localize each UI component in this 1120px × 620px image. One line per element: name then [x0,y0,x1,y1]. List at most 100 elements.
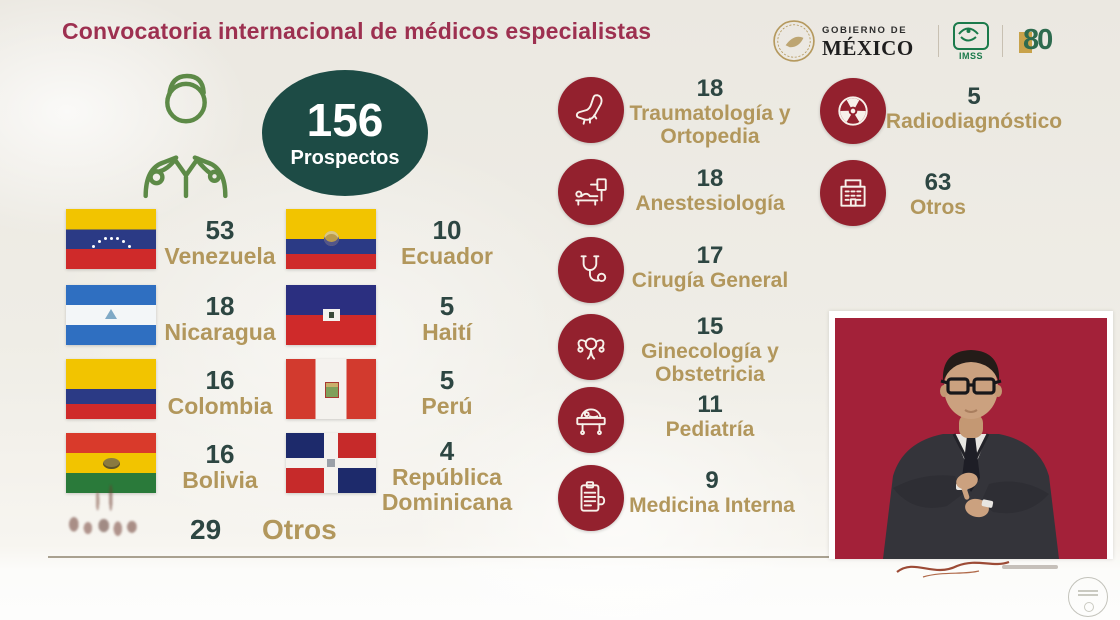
peru-coat-of-arms [325,382,339,398]
haiti-emblem [323,309,340,321]
specialty-name: Ginecología y Obstetricia [641,340,779,387]
nicaragua-emblem [105,309,117,319]
imss-label: IMSS [958,51,983,61]
specialty-name: Medicina Interna [629,494,795,518]
country-name: Colombia [167,393,273,420]
country-stat-bolivia: 16 Bolivia [158,440,282,493]
specialty-name: Traumatología y Ortopedia [629,102,791,149]
country-stat-haiti: 5 Haití [380,292,514,345]
country-count: 18 [205,291,235,321]
stethoscope-icon [580,255,607,283]
country-stat-venezuela: 53 Venezuela [158,216,282,269]
imss-logo: IMSS [948,22,994,61]
peru-flag [286,359,376,419]
page-title: Convocatoria internacional de médicos es… [62,18,652,44]
header-divider [938,25,939,57]
specialty-name: Otros [909,196,966,220]
specialty-stat-traumatology: 18 Traumatología y Ortopedia [622,75,798,149]
hospital-icon [840,179,866,207]
country-count: 4 [439,436,455,466]
country-stat-dominican-republic: 4 República Dominicana [372,437,522,515]
country-count: 16 [205,439,235,469]
sign-language-interpreter [883,350,1059,559]
other-specialties-icon [820,160,886,226]
specialty-count: 9 [705,467,719,494]
prospects-count: 156 [306,93,384,146]
internal-medicine-icon [558,465,624,531]
anniversary-number: 80 [1023,24,1053,56]
signature-flourish [893,556,1013,587]
specialty-stat-anesthesiology: 18 Anestesiología [622,165,798,216]
country-name: Haití [422,319,472,346]
specialty-count: 63 [924,169,952,196]
specialty-name: Radiodiagnóstico [885,110,1063,134]
specialty-count: 18 [696,75,724,102]
gobierno-de-label: GOBIERNO DE [822,25,908,36]
country-stat-ecuador: 10 Ecuador [380,216,514,269]
colombia-flag [66,359,156,419]
specialty-stat-pediatrics: 11 Pediatría [622,391,798,442]
country-stat-peru: 5 Perú [380,366,514,419]
country-count: 5 [439,365,455,395]
mexico-seal-icon [772,19,816,63]
radiodiagnosis-icon [820,78,886,144]
specialty-count: 18 [696,165,724,192]
prospects-label: Prospectos [290,146,400,169]
foot-bones-icon [575,94,603,125]
general-surgery-icon [558,237,624,303]
specialty-count: 17 [696,242,724,269]
uterus-icon [577,337,605,360]
divider-line [48,556,1082,558]
dominican-republic-flag [286,433,376,493]
specialty-stat-others: 63 Otros [848,169,1028,220]
tiny-caption [1002,565,1058,569]
mexico-label: MÉXICO [822,35,914,60]
specialty-stat-internal-medicine: 9 Medicina Interna [622,467,802,518]
traumatology-icon [558,77,624,143]
specialty-count: 11 [697,391,723,418]
venezuela-flag [66,209,156,269]
dominican-coat-of-arms [327,459,335,467]
specialty-count: 15 [696,313,724,340]
country-name: Perú [421,393,473,420]
country-stat-nicaragua: 18 Nicaragua [158,292,282,345]
header-divider [1002,25,1003,57]
doctor-icon [126,66,244,209]
interpreter-video-frame [835,318,1107,559]
country-name: Nicaragua [164,319,276,346]
country-count: 16 [205,365,235,395]
pediatrics-icon [558,387,624,453]
radiation-icon [838,96,868,126]
gold-ribbon [1019,32,1032,53]
other-countries-label: Otros [262,514,337,545]
gobierno-de-mexico-logo: GOBIERNO DE MÉXICO [822,26,914,59]
ecuador-coat-of-arms [324,231,339,246]
specialty-stat-general-surgery: 17 Cirugía General [622,242,798,293]
country-count: 53 [205,215,235,245]
faded-watermark-image [58,476,146,538]
imss-eagle-icon [953,22,989,50]
country-name: Ecuador [400,243,494,270]
haiti-flag [286,285,376,345]
country-name: Venezuela [164,243,276,270]
imss-80-anniversary-logo: 80 [1016,22,1062,60]
specialty-stat-gynecology: 15 Ginecología y Obstetricia [622,313,798,387]
specialty-name: Pediatría [665,418,755,442]
ecuador-flag [286,209,376,269]
country-count: 10 [432,215,462,245]
country-name: República Dominicana [381,464,513,515]
country-stat-colombia: 16 Colombia [158,366,282,419]
clipboard-icon [580,481,606,512]
specialty-stat-radiodiagnosis: 5 Radiodiagnóstico [874,83,1074,134]
incubator-icon [576,408,606,436]
gynecology-icon [558,314,624,380]
stars-arc [110,237,113,240]
specialty-name: Cirugía General [631,269,789,293]
anesthesiology-icon [558,159,624,225]
bolivia-coat-of-arms [103,458,120,469]
anesthesia-bed-icon [575,178,607,206]
specialty-name: Anestesiología [635,192,785,216]
sign-language-video [829,311,1113,559]
other-countries-count: 29 [190,514,222,545]
